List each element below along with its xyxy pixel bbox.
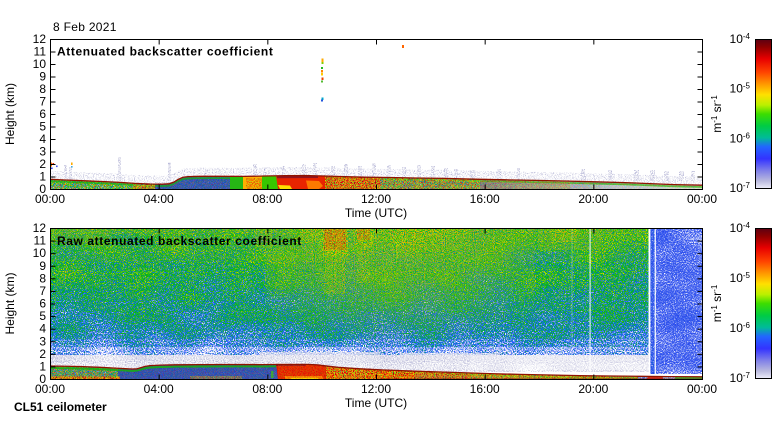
svg-text:10: 10 [33, 57, 47, 71]
svg-text:08:00: 08:00 [252, 192, 282, 206]
svg-text:04:00: 04:00 [144, 192, 174, 206]
svg-text:10: 10 [33, 246, 47, 260]
svg-text:2: 2 [39, 157, 46, 171]
svg-text:04:00: 04:00 [144, 382, 174, 396]
svg-text:08:00: 08:00 [252, 382, 282, 396]
svg-text:Time (UTC): Time (UTC) [345, 206, 407, 220]
svg-text:7: 7 [39, 95, 46, 109]
svg-text:6: 6 [39, 297, 46, 311]
svg-text:5: 5 [39, 120, 46, 134]
svg-text:16:00: 16:00 [470, 382, 500, 396]
svg-text:0: 0 [39, 372, 46, 386]
svg-text:11: 11 [34, 234, 47, 248]
svg-text:2: 2 [39, 347, 46, 361]
svg-text:9: 9 [39, 259, 46, 273]
svg-text:1: 1 [39, 359, 46, 373]
svg-text:12: 12 [33, 221, 47, 235]
svg-text:00:00: 00:00 [687, 382, 717, 396]
svg-text:11: 11 [34, 45, 47, 59]
svg-text:9: 9 [39, 70, 46, 84]
svg-text:3: 3 [39, 145, 46, 159]
svg-text:5: 5 [39, 309, 46, 323]
svg-text:00:00: 00:00 [35, 192, 65, 206]
svg-text:12:00: 12:00 [361, 382, 391, 396]
svg-text:1: 1 [39, 170, 46, 184]
svg-text:3: 3 [39, 334, 46, 348]
svg-text:00:00: 00:00 [35, 382, 65, 396]
svg-text:m-1 sr-1: m-1 sr-1 [710, 284, 725, 322]
svg-text:12: 12 [33, 32, 47, 46]
svg-text:Attenuated backscatter coeffic: Attenuated backscatter coefficient [57, 45, 273, 59]
svg-text:8: 8 [39, 271, 46, 285]
svg-text:m-1 sr-1: m-1 sr-1 [710, 95, 725, 133]
svg-text:6: 6 [39, 107, 46, 121]
svg-text:Height (km): Height (km) [3, 83, 17, 145]
svg-text:Raw attenuated backscatter coe: Raw attenuated backscatter coefficient [57, 234, 302, 248]
svg-text:00:00: 00:00 [687, 192, 717, 206]
svg-text:7: 7 [39, 284, 46, 298]
svg-text:20:00: 20:00 [578, 382, 608, 396]
svg-text:Height (km): Height (km) [3, 272, 17, 334]
svg-text:12:00: 12:00 [361, 192, 391, 206]
svg-text:0: 0 [39, 182, 46, 196]
svg-text:CL51 ceilometer: CL51 ceilometer [14, 400, 107, 414]
svg-text:Time (UTC): Time (UTC) [345, 396, 407, 410]
svg-text:4: 4 [39, 132, 46, 146]
svg-text:8 Feb 2021: 8 Feb 2021 [53, 20, 117, 34]
svg-text:8: 8 [39, 82, 46, 96]
svg-text:4: 4 [39, 322, 46, 336]
svg-text:20:00: 20:00 [578, 192, 608, 206]
svg-text:16:00: 16:00 [470, 192, 500, 206]
